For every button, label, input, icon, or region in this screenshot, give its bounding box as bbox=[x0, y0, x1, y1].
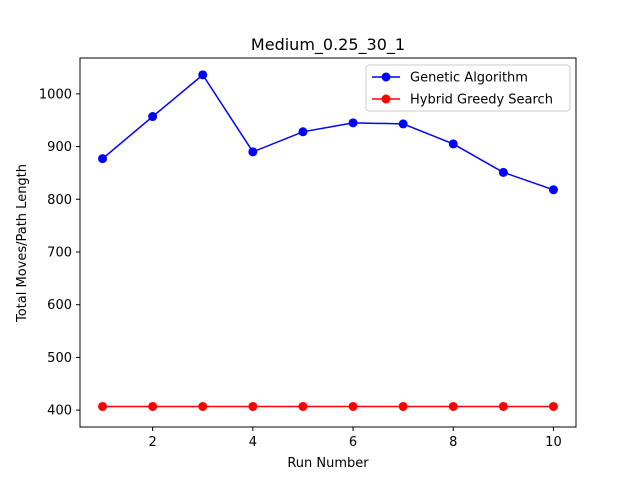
y-axis-label: Total Moves/Path Length bbox=[15, 164, 30, 323]
data-point-genetic-algorithm bbox=[198, 70, 208, 80]
data-point-genetic-algorithm bbox=[498, 167, 508, 177]
data-point-hybrid-greedy-search bbox=[348, 401, 358, 411]
x-tick-label: 6 bbox=[349, 435, 357, 450]
data-point-genetic-algorithm bbox=[448, 139, 458, 149]
legend-box bbox=[365, 64, 571, 112]
legend-marker-genetic-algorithm bbox=[381, 72, 391, 82]
data-point-hybrid-greedy-search bbox=[448, 401, 458, 411]
chart-title: Medium_0.25_30_1 bbox=[251, 35, 405, 55]
data-point-hybrid-greedy-search bbox=[298, 401, 308, 411]
series-layer bbox=[98, 70, 558, 411]
y-tick-label: 500 bbox=[47, 351, 72, 366]
x-axis: 2 4 6 8 10 bbox=[149, 427, 562, 450]
data-point-genetic-algorithm bbox=[548, 185, 558, 195]
y-axis: 400 500 600 700 800 900 1000 bbox=[39, 87, 80, 419]
x-tick-label: 4 bbox=[249, 435, 257, 450]
legend: Genetic Algorithm Hybrid Greedy Search bbox=[365, 64, 571, 112]
data-point-genetic-algorithm bbox=[348, 118, 358, 128]
data-point-hybrid-greedy-search bbox=[398, 401, 408, 411]
plot-frame bbox=[79, 57, 577, 428]
data-point-hybrid-greedy-search bbox=[548, 401, 558, 411]
x-tick-label: 2 bbox=[149, 435, 157, 450]
y-tick-label: 700 bbox=[47, 245, 72, 260]
x-tick-label: 10 bbox=[545, 435, 562, 450]
data-point-genetic-algorithm bbox=[398, 119, 408, 129]
data-point-hybrid-greedy-search bbox=[98, 401, 108, 411]
y-tick-label: 800 bbox=[47, 193, 72, 208]
y-tick-label: 600 bbox=[47, 298, 72, 313]
x-axis-label: Run Number bbox=[287, 456, 369, 471]
data-point-genetic-algorithm bbox=[148, 112, 158, 122]
y-tick-label: 1000 bbox=[39, 87, 72, 102]
data-point-genetic-algorithm bbox=[298, 127, 308, 137]
data-point-hybrid-greedy-search bbox=[248, 401, 258, 411]
data-point-genetic-algorithm bbox=[98, 154, 108, 164]
y-tick-label: 400 bbox=[47, 404, 72, 419]
legend-marker-hybrid-greedy-search bbox=[381, 94, 391, 104]
y-tick-label: 900 bbox=[47, 140, 72, 155]
legend-label-genetic-algorithm: Genetic Algorithm bbox=[410, 71, 528, 86]
data-point-hybrid-greedy-search bbox=[148, 401, 158, 411]
legend-label-hybrid-greedy-search: Hybrid Greedy Search bbox=[410, 93, 553, 108]
x-tick-label: 8 bbox=[449, 435, 457, 450]
series-line-genetic-algorithm bbox=[102, 73, 554, 191]
data-point-genetic-algorithm bbox=[248, 147, 258, 157]
data-point-hybrid-greedy-search bbox=[498, 401, 508, 411]
data-point-hybrid-greedy-search bbox=[198, 401, 208, 411]
plot-area bbox=[79, 57, 577, 428]
